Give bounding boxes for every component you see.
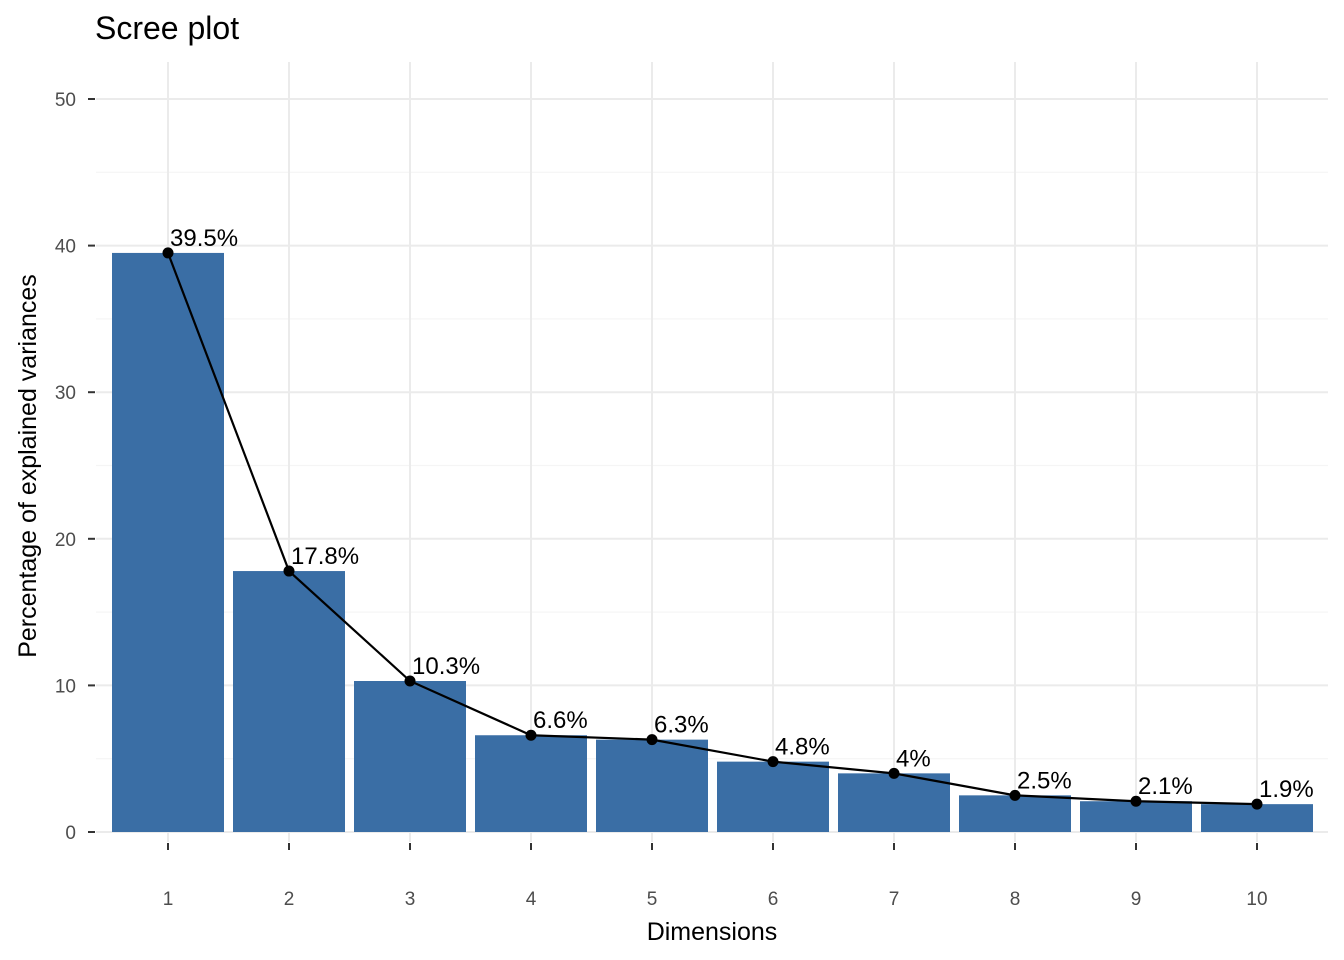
x-tick-label: 10 — [1246, 889, 1267, 910]
x-tick-label: 6 — [768, 889, 779, 910]
bar — [354, 681, 466, 832]
data-label: 4.8% — [775, 734, 830, 761]
x-tick-label: 7 — [889, 889, 900, 910]
bar — [596, 739, 708, 832]
trend-point — [404, 675, 416, 687]
trend-point — [162, 247, 174, 259]
trend-polyline — [166, 252, 1258, 806]
data-label: 6.6% — [533, 707, 588, 734]
axes: 0 10 20 30 40 50 1 2 3 4 5 6 7 8 9 10 — [55, 90, 1268, 910]
data-label: 10.3% — [412, 653, 480, 680]
trend-point — [646, 734, 658, 746]
bar — [717, 761, 829, 832]
grid-lines — [96, 62, 1328, 842]
y-tick-label: 10 — [55, 676, 76, 697]
y-axis-title: Percentage of explained variances — [14, 274, 42, 658]
trend-line — [162, 247, 1263, 810]
trend-point — [888, 767, 900, 779]
trend-point — [283, 565, 295, 577]
x-tick-label: 5 — [647, 889, 658, 910]
trend-point — [1251, 798, 1263, 810]
data-label: 6.3% — [654, 712, 709, 739]
bar — [838, 773, 950, 832]
trend-point — [1130, 795, 1142, 807]
data-label: 39.5% — [170, 225, 238, 252]
y-tick-label: 40 — [55, 237, 76, 258]
y-tick-label: 20 — [55, 530, 76, 551]
y-tick-label: 50 — [55, 90, 76, 111]
x-tick-label: 4 — [526, 889, 537, 910]
trend-point — [1009, 789, 1021, 801]
data-label: 2.5% — [1017, 767, 1072, 794]
y-tick-label: 30 — [55, 383, 76, 404]
x-tick-label: 9 — [1131, 889, 1142, 910]
data-label: 4% — [896, 745, 931, 772]
trend-point — [525, 729, 537, 741]
bar — [233, 571, 345, 832]
data-label: 1.9% — [1259, 776, 1314, 803]
x-axis-title: Dimensions — [647, 918, 778, 946]
bar — [475, 735, 587, 832]
x-tick-label: 2 — [284, 889, 295, 910]
data-label: 2.1% — [1138, 773, 1193, 800]
y-tick-label: 0 — [65, 823, 76, 844]
data-labels: 39.5% 17.8% 10.3% 6.6% 6.3% 4.8% 4% 2.5% 2.1% 1.9… — [170, 225, 1314, 803]
x-tick-label: 8 — [1010, 889, 1021, 910]
trend-point — [767, 756, 779, 768]
data-label: 17.8% — [291, 543, 359, 570]
bar — [959, 795, 1071, 832]
bar — [112, 252, 224, 832]
chart-title: Scree plot — [95, 10, 240, 46]
x-tick-label: 3 — [405, 889, 416, 910]
x-tick-label: 1 — [163, 889, 174, 910]
